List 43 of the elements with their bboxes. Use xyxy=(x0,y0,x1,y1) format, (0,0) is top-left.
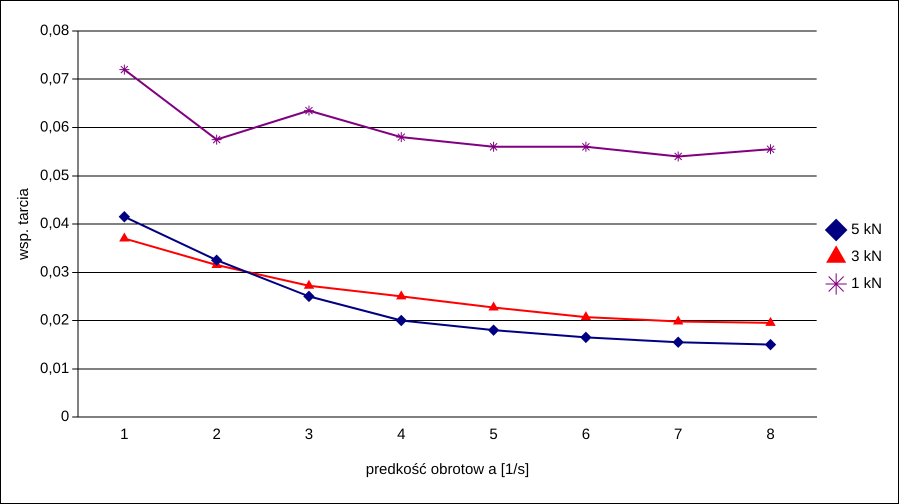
y-tick-label: 0,04 xyxy=(40,215,70,232)
point xyxy=(673,316,684,324)
point xyxy=(672,150,684,162)
point xyxy=(303,290,314,302)
point xyxy=(120,232,130,242)
point xyxy=(765,144,776,155)
y-tick-label: 0,06 xyxy=(40,118,70,136)
point xyxy=(488,302,498,310)
point xyxy=(396,290,406,300)
point xyxy=(211,134,222,146)
point xyxy=(765,339,776,350)
point xyxy=(118,211,130,222)
point xyxy=(303,105,314,116)
point xyxy=(766,317,776,326)
point xyxy=(304,280,314,289)
x-tick-label: 5 xyxy=(489,426,498,444)
legend-label: 1 kN xyxy=(851,275,882,292)
point xyxy=(672,336,684,348)
x-tick-label: 2 xyxy=(212,426,221,444)
y-tick-label: 0,07 xyxy=(40,70,70,88)
point xyxy=(488,324,500,336)
x-tick-label: 6 xyxy=(582,426,590,444)
legend-label: 5 kN xyxy=(851,221,882,238)
y-tick-label: 0,05 xyxy=(40,166,70,184)
y-axis-title: wsp. tarcia xyxy=(15,188,32,261)
point xyxy=(581,312,591,320)
y-tick-label: 0,03 xyxy=(40,263,70,280)
point xyxy=(396,132,407,143)
point xyxy=(580,332,592,343)
y-tick-label: 0,01 xyxy=(40,360,70,377)
y-tick-label: 0,08 xyxy=(40,22,70,40)
x-tick-label: 3 xyxy=(304,426,314,444)
point xyxy=(118,64,130,76)
x-tick-label: 7 xyxy=(674,426,682,444)
y-tick-label: 0,02 xyxy=(40,312,70,329)
point xyxy=(211,254,222,266)
point xyxy=(396,315,407,326)
x-axis-title: predkość obrotow a [1/s] xyxy=(366,461,530,478)
y-tick-label: 0 xyxy=(60,408,70,426)
x-tick-label: 1 xyxy=(120,426,129,444)
x-tick-label: 4 xyxy=(397,426,406,444)
x-tick-label: 8 xyxy=(766,426,775,444)
legend-label: 3 kN xyxy=(851,248,882,266)
